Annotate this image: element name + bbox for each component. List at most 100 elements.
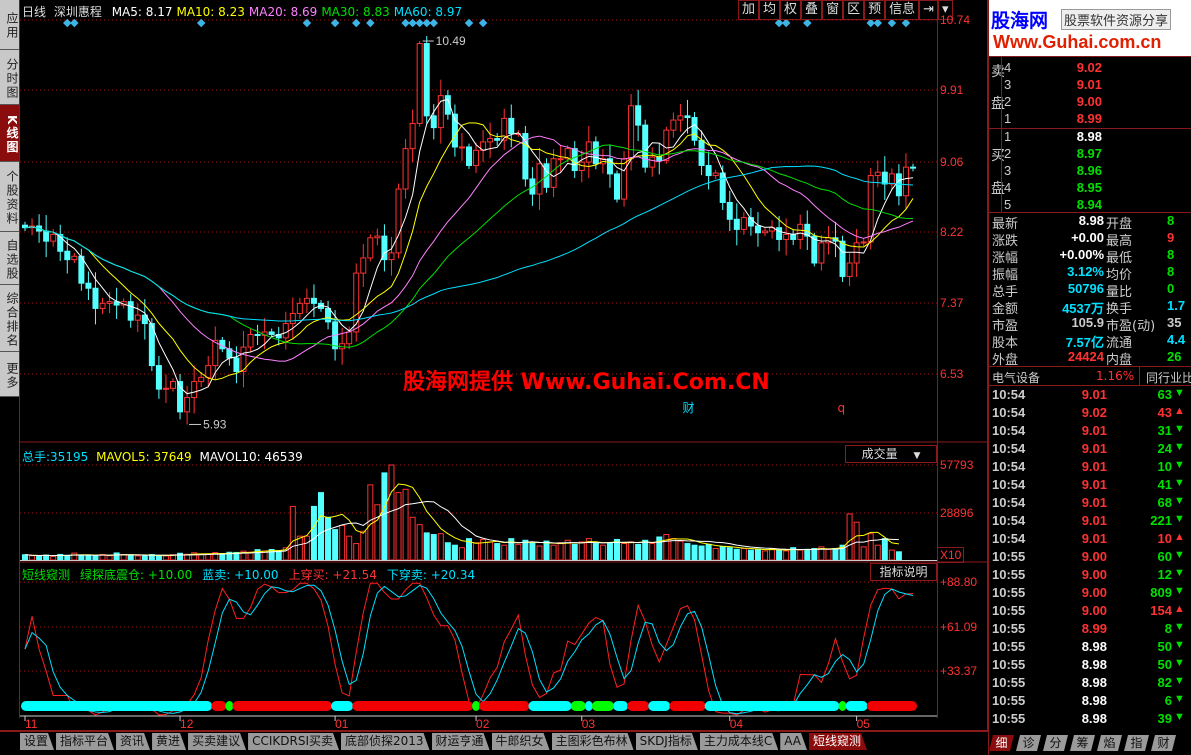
arrow-down-icon: ▼ bbox=[1174, 477, 1185, 489]
quote-tab-4[interactable]: 焰 bbox=[1097, 735, 1122, 751]
candle-up bbox=[740, 217, 747, 230]
tab-8[interactable]: 牛郎织女 bbox=[492, 733, 550, 750]
stat-label: 总手 bbox=[992, 285, 1019, 300]
signal-band-red bbox=[669, 701, 706, 711]
candle-down bbox=[177, 381, 184, 413]
volume-bar bbox=[162, 555, 169, 561]
x-axis-label: 02 bbox=[476, 717, 490, 731]
sidebar-item-1[interactable]: 分时图 bbox=[0, 50, 19, 105]
trade-price: 8.98 bbox=[1081, 675, 1107, 690]
signal-diamond-icon bbox=[781, 18, 791, 28]
quote-tab-0[interactable]: 细 bbox=[989, 735, 1014, 751]
sidebar-item-3[interactable]: 个股资料 bbox=[0, 162, 19, 232]
sidebar-item-0[interactable]: 应用 bbox=[0, 0, 19, 50]
candle-up bbox=[487, 138, 494, 143]
trade-row: 10:55 8.98 82 ▼ bbox=[989, 675, 1191, 693]
toolbar-button-1[interactable]: 均 bbox=[759, 0, 781, 20]
candle-up bbox=[458, 146, 465, 149]
volume-bar bbox=[754, 548, 761, 561]
toolbar-button-4[interactable]: 窗 bbox=[822, 0, 844, 20]
candle-down bbox=[381, 235, 388, 261]
sidebar-item-6[interactable]: 更多 bbox=[0, 352, 19, 397]
tab-5[interactable]: CCIKDRSI买卖 bbox=[248, 733, 339, 750]
volume-bar bbox=[677, 540, 684, 561]
toolbar-button-7[interactable]: 信息 bbox=[885, 0, 920, 20]
trade-time: 10:55 bbox=[992, 639, 1026, 654]
volume-bar bbox=[177, 552, 184, 561]
trade-price: 9.00 bbox=[1081, 603, 1107, 618]
toolbar-button-8[interactable]: ⇥ bbox=[919, 0, 939, 20]
tab-6[interactable]: 底部侦探2013 bbox=[341, 733, 430, 750]
tab-7[interactable]: 财运亨通 bbox=[432, 733, 490, 750]
arrow-up-icon: ▲ bbox=[1174, 531, 1185, 543]
candle-up bbox=[170, 381, 176, 389]
quote-tab-5[interactable]: 指 bbox=[1124, 735, 1149, 751]
toolbar-button-9[interactable]: ▾ bbox=[938, 0, 953, 20]
trade-price: 9.01 bbox=[1081, 513, 1107, 528]
stat-value: 3.12% bbox=[1067, 264, 1104, 279]
quote-tab-1[interactable]: 诊 bbox=[1016, 735, 1041, 751]
tab-3[interactable]: 黄进 bbox=[152, 733, 186, 750]
selector-label: 成交量 bbox=[861, 447, 898, 461]
tab-9[interactable]: 主图彩色布林 bbox=[552, 733, 634, 750]
industry-compare-button[interactable]: 同行业比 bbox=[1146, 371, 1191, 385]
stat-label: 涨跌 bbox=[992, 234, 1019, 249]
indicator-explain-button[interactable]: 指标说明 bbox=[870, 563, 937, 581]
trade-price: 8.98 bbox=[1081, 693, 1107, 708]
volume-bar bbox=[578, 541, 585, 561]
sidebar-item-4[interactable]: 自选股 bbox=[0, 232, 19, 285]
mavol10-label: MAVOL10: 46539 bbox=[199, 450, 303, 464]
ma20-line bbox=[24, 135, 914, 362]
arrow-up-icon: ▲ bbox=[1174, 603, 1185, 615]
tab-0[interactable]: 设置 bbox=[20, 733, 54, 750]
toolbar-button-6[interactable]: 预 bbox=[864, 0, 886, 20]
tab-13[interactable]: 短线窥测 bbox=[809, 733, 867, 750]
candle-down bbox=[839, 240, 846, 277]
candle-up bbox=[50, 233, 57, 242]
trade-price: 9.00 bbox=[1081, 585, 1107, 600]
quote-tab-3[interactable]: 筹 bbox=[1070, 735, 1095, 751]
candle-down bbox=[910, 166, 916, 169]
volume-bar bbox=[606, 542, 613, 561]
indicator-selector-dropdown[interactable]: 成交量 ▼ bbox=[845, 445, 937, 463]
candle-down bbox=[754, 225, 761, 234]
candle-up bbox=[867, 175, 874, 243]
candle-down bbox=[790, 233, 797, 240]
candle-down bbox=[606, 158, 613, 175]
buy-row: 4 8.95 bbox=[989, 180, 1191, 197]
volume-bar bbox=[325, 516, 332, 561]
sidebar-item-5[interactable]: 综合排名 bbox=[0, 285, 19, 352]
candle-down bbox=[571, 148, 578, 172]
tab-1[interactable]: 指标平台 bbox=[56, 733, 114, 750]
tab-10[interactable]: SKDJ指标 bbox=[636, 733, 698, 750]
tab-11[interactable]: 主力成本线C bbox=[700, 733, 778, 750]
trade-row: 10:54 9.01 63 ▼ bbox=[989, 387, 1191, 405]
quote-tab-2[interactable]: 分 bbox=[1043, 735, 1068, 751]
tab-2[interactable]: 资讯 bbox=[116, 733, 150, 750]
candle-up bbox=[184, 397, 191, 413]
sell-level: 3 bbox=[1004, 77, 1012, 92]
volume-bar bbox=[712, 547, 719, 561]
tab-4[interactable]: 买卖建议 bbox=[188, 733, 246, 750]
x-axis-label: 12 bbox=[180, 717, 194, 731]
tab-12[interactable]: AA bbox=[780, 733, 807, 750]
sidebar-item-2[interactable]: K线图 bbox=[0, 105, 19, 162]
candle-down bbox=[444, 95, 451, 115]
volume-bar bbox=[599, 544, 606, 561]
trade-time: 10:55 bbox=[992, 585, 1026, 600]
candle-down bbox=[254, 333, 261, 336]
toolbar-button-0[interactable]: 加 bbox=[738, 0, 760, 20]
quote-tab-6[interactable]: 财 bbox=[1151, 735, 1176, 751]
ma30-line bbox=[24, 144, 914, 348]
kline-chart[interactable]: 10.49 5.93 财 q 11 12 01 02 03 04 05 bbox=[0, 0, 988, 732]
stat-label: 股本 bbox=[992, 336, 1019, 351]
volume-bar bbox=[621, 543, 628, 561]
toolbar-button-5[interactable]: 区 bbox=[843, 0, 865, 20]
trade-price: 9.01 bbox=[1081, 531, 1107, 546]
buy-row: 2 8.97 bbox=[989, 146, 1191, 163]
signal-band-red bbox=[627, 701, 650, 711]
toolbar-button-3[interactable]: 叠 bbox=[801, 0, 823, 20]
signal-diamond-icon bbox=[351, 18, 361, 28]
toolbar-button-2[interactable]: 权 bbox=[780, 0, 802, 20]
signal-band-cyan bbox=[845, 701, 868, 711]
